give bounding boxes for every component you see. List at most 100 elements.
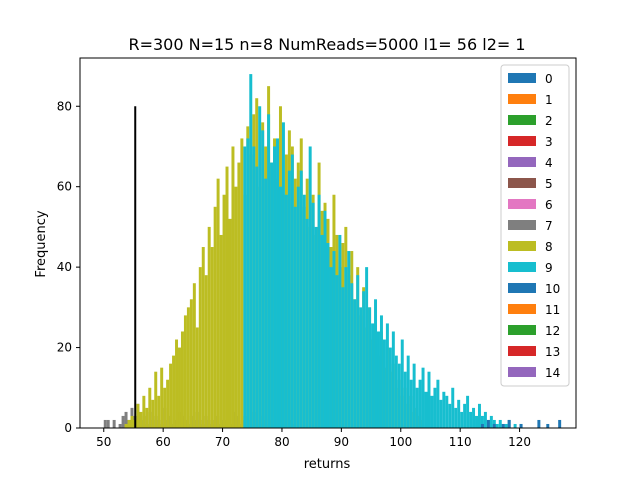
- legend-label-0: 0: [545, 72, 553, 86]
- bar-series-9-bin-84: [492, 419, 496, 428]
- x-tick-label: 60: [156, 435, 171, 449]
- bar-series-9-bin-54: [403, 371, 407, 428]
- bar-series-9-bin-13: [281, 122, 285, 428]
- bar-series-9-bin-48: [385, 323, 389, 428]
- legend-swatch-6: [508, 199, 536, 209]
- bar-series-9-bin-16: [290, 154, 294, 428]
- bar-series-8-bin-12: [160, 367, 164, 428]
- bar-series-10-bin-9: [507, 419, 511, 428]
- bar-series-9-bin-15: [287, 170, 291, 429]
- legend-swatch-12: [508, 325, 536, 335]
- bar-series-7-bin-8: [124, 411, 128, 428]
- legend-swatch-2: [508, 115, 536, 125]
- bar-series-9-bin-24: [314, 226, 318, 428]
- chart-title: R=300 N=15 n=8 NumReads=5000 l1= 56 l2= …: [128, 35, 525, 54]
- bar-series-9-bin-59: [418, 379, 422, 428]
- legend-label-8: 8: [545, 240, 553, 254]
- legend-label-9: 9: [545, 261, 553, 275]
- bar-series-8-bin-29: [210, 247, 214, 428]
- bar-series-9-bin-69: [448, 403, 452, 428]
- bar-series-8-bin-24: [195, 327, 199, 428]
- legend-swatch-8: [508, 241, 536, 251]
- bar-series-7-bin-1: [103, 419, 107, 428]
- bar-series-8-bin-21: [186, 307, 190, 428]
- bar-series-9-bin-28: [326, 243, 330, 428]
- bar-series-10-bin-7: [501, 423, 505, 428]
- bar-series-9-bin-3: [252, 146, 256, 429]
- bar-series-9-bin-56: [409, 379, 413, 428]
- bar-series-9-bin-72: [457, 399, 461, 428]
- bar-series-8-bin-2: [130, 415, 134, 428]
- bar-series-8-bin-25: [198, 267, 202, 428]
- legend-label-7: 7: [545, 219, 553, 233]
- bar-series-8-bin-30: [213, 206, 217, 428]
- bar-series-9-bin-63: [430, 395, 434, 428]
- legend-label-13: 13: [545, 345, 560, 359]
- y-tick-label: 20: [57, 341, 72, 355]
- x-tick-label: 80: [274, 435, 289, 449]
- bar-series-8-bin-18: [178, 347, 181, 428]
- bar-series-10-bin-2: [486, 419, 490, 428]
- bar-series-9-bin-37: [353, 299, 357, 428]
- bar-series-8-bin-6: [142, 395, 146, 428]
- bar-series-8-bin-9: [151, 399, 155, 428]
- bar-series-8-bin-22: [189, 299, 193, 428]
- legend-swatch-11: [508, 304, 536, 314]
- legend-swatch-7: [508, 220, 536, 230]
- bar-series-9-bin-10: [273, 146, 277, 429]
- legend-swatch-1: [508, 94, 536, 104]
- bar-series-9-bin-23: [311, 202, 315, 428]
- bar-series-9-bin-35: [347, 251, 351, 428]
- bar-series-8-bin-13: [163, 387, 167, 428]
- bar-series-9-bin-68: [445, 395, 449, 428]
- bar-series-8-bin-16: [172, 355, 176, 428]
- bar-series-9-bin-60: [421, 367, 425, 428]
- bar-series-8-bin-35: [228, 218, 232, 428]
- bar-series-8-bin-0: [124, 423, 128, 428]
- bar-series-10-bin-4: [492, 423, 496, 428]
- bar-series-9-bin-6: [261, 130, 265, 428]
- legend-swatch-9: [508, 262, 536, 272]
- bar-series-8-bin-1: [127, 419, 131, 428]
- bar-series-9-bin-4: [255, 166, 259, 428]
- bar-series-9-bin-31: [335, 275, 339, 428]
- legend-swatch-14: [508, 367, 536, 377]
- legend-label-12: 12: [545, 324, 560, 338]
- x-tick-label: 90: [334, 435, 349, 449]
- legend-swatch-5: [508, 178, 536, 188]
- bar-series-8-bin-5: [139, 411, 143, 428]
- bar-series-10-bin-19: [537, 419, 541, 428]
- bar-series-9-bin-14: [284, 194, 288, 428]
- bar-series-8-bin-23: [192, 283, 196, 428]
- bar-series-8-bin-7: [145, 407, 149, 428]
- bar-series-9-bin-55: [406, 355, 410, 428]
- bar-series-9-bin-47: [382, 339, 386, 428]
- bar-series-7-bin-6: [118, 423, 122, 428]
- bar-series-9-bin-39: [359, 307, 363, 428]
- bar-series-9-bin-27: [323, 210, 327, 428]
- legend-swatch-10: [508, 283, 536, 293]
- bar-series-9-bin-38: [356, 275, 360, 428]
- bar-series-8-bin-17: [175, 339, 179, 428]
- bar-series-9-bin-83: [489, 415, 493, 428]
- bar-series-9-bin-73: [460, 411, 464, 428]
- bar-series-10-bin-13: [519, 423, 523, 428]
- bar-series-8-bin-27: [204, 275, 208, 428]
- x-tick-label: 70: [215, 435, 230, 449]
- x-tick-label: 50: [96, 435, 111, 449]
- bar-series-8-bin-31: [216, 178, 220, 428]
- y-axis-label: Frequency: [34, 210, 49, 277]
- bar-series-9-bin-9: [270, 162, 274, 428]
- bar-series-9-bin-41: [365, 267, 369, 428]
- bar-series-8-bin-19: [180, 331, 184, 428]
- bar-series-9-bin-57: [412, 363, 416, 428]
- legend-swatch-0: [508, 73, 536, 83]
- bar-series-9-bin-42: [368, 307, 372, 428]
- bar-series-8-bin-11: [157, 395, 161, 428]
- x-tick-label: 120: [508, 435, 531, 449]
- bar-series-9-bin-22: [308, 146, 312, 429]
- y-tick-label: 0: [64, 421, 72, 435]
- bar-series-9-bin-5: [258, 106, 262, 428]
- bar-series-9-bin-81: [483, 411, 487, 428]
